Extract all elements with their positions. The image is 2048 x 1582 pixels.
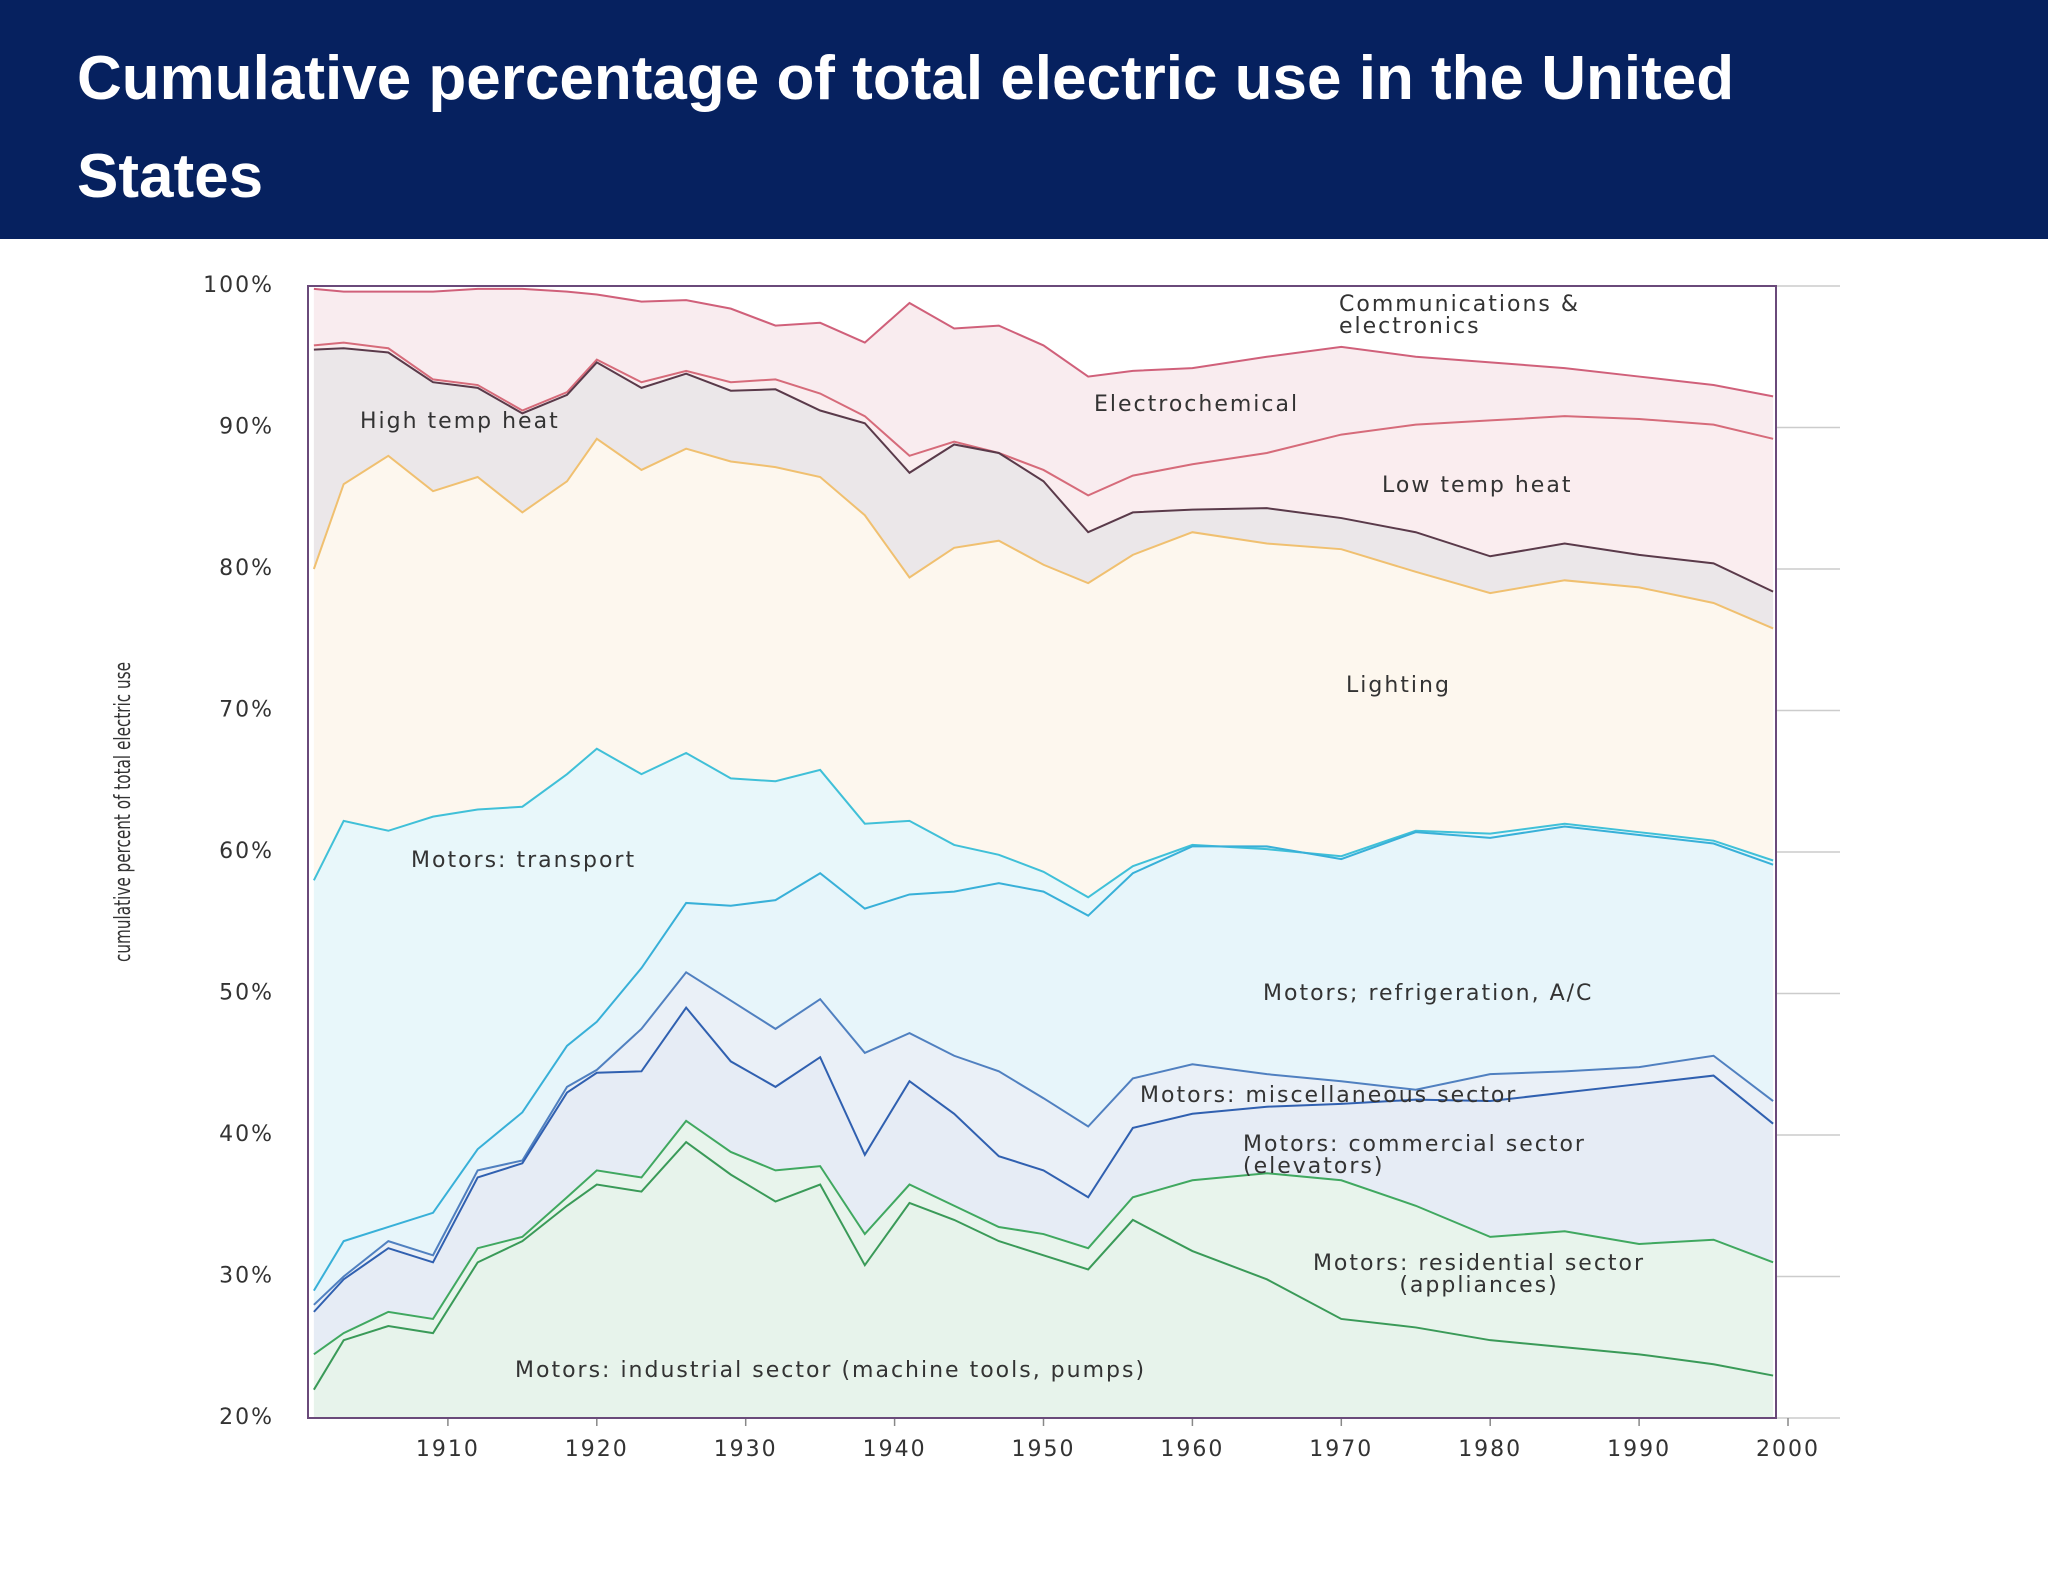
y-tick-label: 40% <box>219 1122 274 1147</box>
area-label: Low temp heat <box>1382 473 1573 498</box>
y-tick-label: 90% <box>219 415 274 440</box>
series-line <box>313 341 1774 497</box>
band <box>313 1007 1774 1355</box>
y-axis-label: cumulative percent of total electric use <box>111 662 136 962</box>
x-tick-label: 1980 <box>1458 1437 1522 1462</box>
y-tick-label: 80% <box>219 556 274 581</box>
x-tick-label: 1960 <box>1160 1437 1224 1462</box>
x-tick-label: 1930 <box>714 1437 778 1462</box>
band <box>313 972 1774 1312</box>
x-tick-label: 2000 <box>1756 1437 1820 1462</box>
y-tick-label: 50% <box>219 981 274 1006</box>
x-tick-label: 1990 <box>1607 1437 1671 1462</box>
x-tick-label: 1940 <box>863 1437 927 1462</box>
band <box>313 288 1774 496</box>
series-line <box>313 1006 1774 1313</box>
x-tick-label: 1970 <box>1309 1437 1373 1462</box>
area-label: Motors: industrial sector (machine tools… <box>515 1358 1147 1383</box>
series-line <box>313 825 1774 1292</box>
area-label: Motors: miscellaneous sector <box>1140 1083 1518 1108</box>
y-tick-label: 60% <box>219 839 274 864</box>
x-tick-label: 1920 <box>565 1437 629 1462</box>
series-line <box>312 437 1774 630</box>
y-tick-label: 100% <box>203 273 274 298</box>
series-line <box>313 347 1774 593</box>
y-tick-label: 30% <box>219 1264 274 1289</box>
area-label: High temp heat <box>360 409 560 434</box>
series-line <box>312 747 1774 899</box>
band <box>313 342 1774 592</box>
band <box>313 826 1774 1305</box>
x-tick-label: 1910 <box>416 1437 480 1462</box>
area-label: Motors: residential sector (appliances) <box>1312 1251 1646 1298</box>
series-line <box>313 287 1774 398</box>
series-line <box>313 1140 1774 1391</box>
area-label: Motors; refrigeration, A/C <box>1263 981 1594 1006</box>
band <box>313 348 1774 629</box>
slide-title: Cumulative percentage of total electric … <box>77 44 1735 211</box>
band <box>313 748 1774 1291</box>
band <box>313 438 1774 898</box>
y-tick-label: 20% <box>219 1405 274 1430</box>
y-tick-label: 70% <box>219 698 274 723</box>
x-tick-label: 1950 <box>1012 1437 1076 1462</box>
area-label: Electrochemical <box>1094 392 1300 417</box>
plot-frame <box>307 285 1777 1419</box>
series-line <box>313 1119 1774 1356</box>
header: Cumulative percentage of total electric … <box>0 0 2048 239</box>
band <box>313 1142 1774 1418</box>
area-label: Motors: transport <box>411 848 637 873</box>
area-label: Motors: commercial sector (elevators) <box>1243 1132 1586 1179</box>
area-label: Communications & electronics <box>1339 292 1581 339</box>
series-line <box>313 970 1774 1306</box>
area-label: Lighting <box>1346 673 1451 698</box>
